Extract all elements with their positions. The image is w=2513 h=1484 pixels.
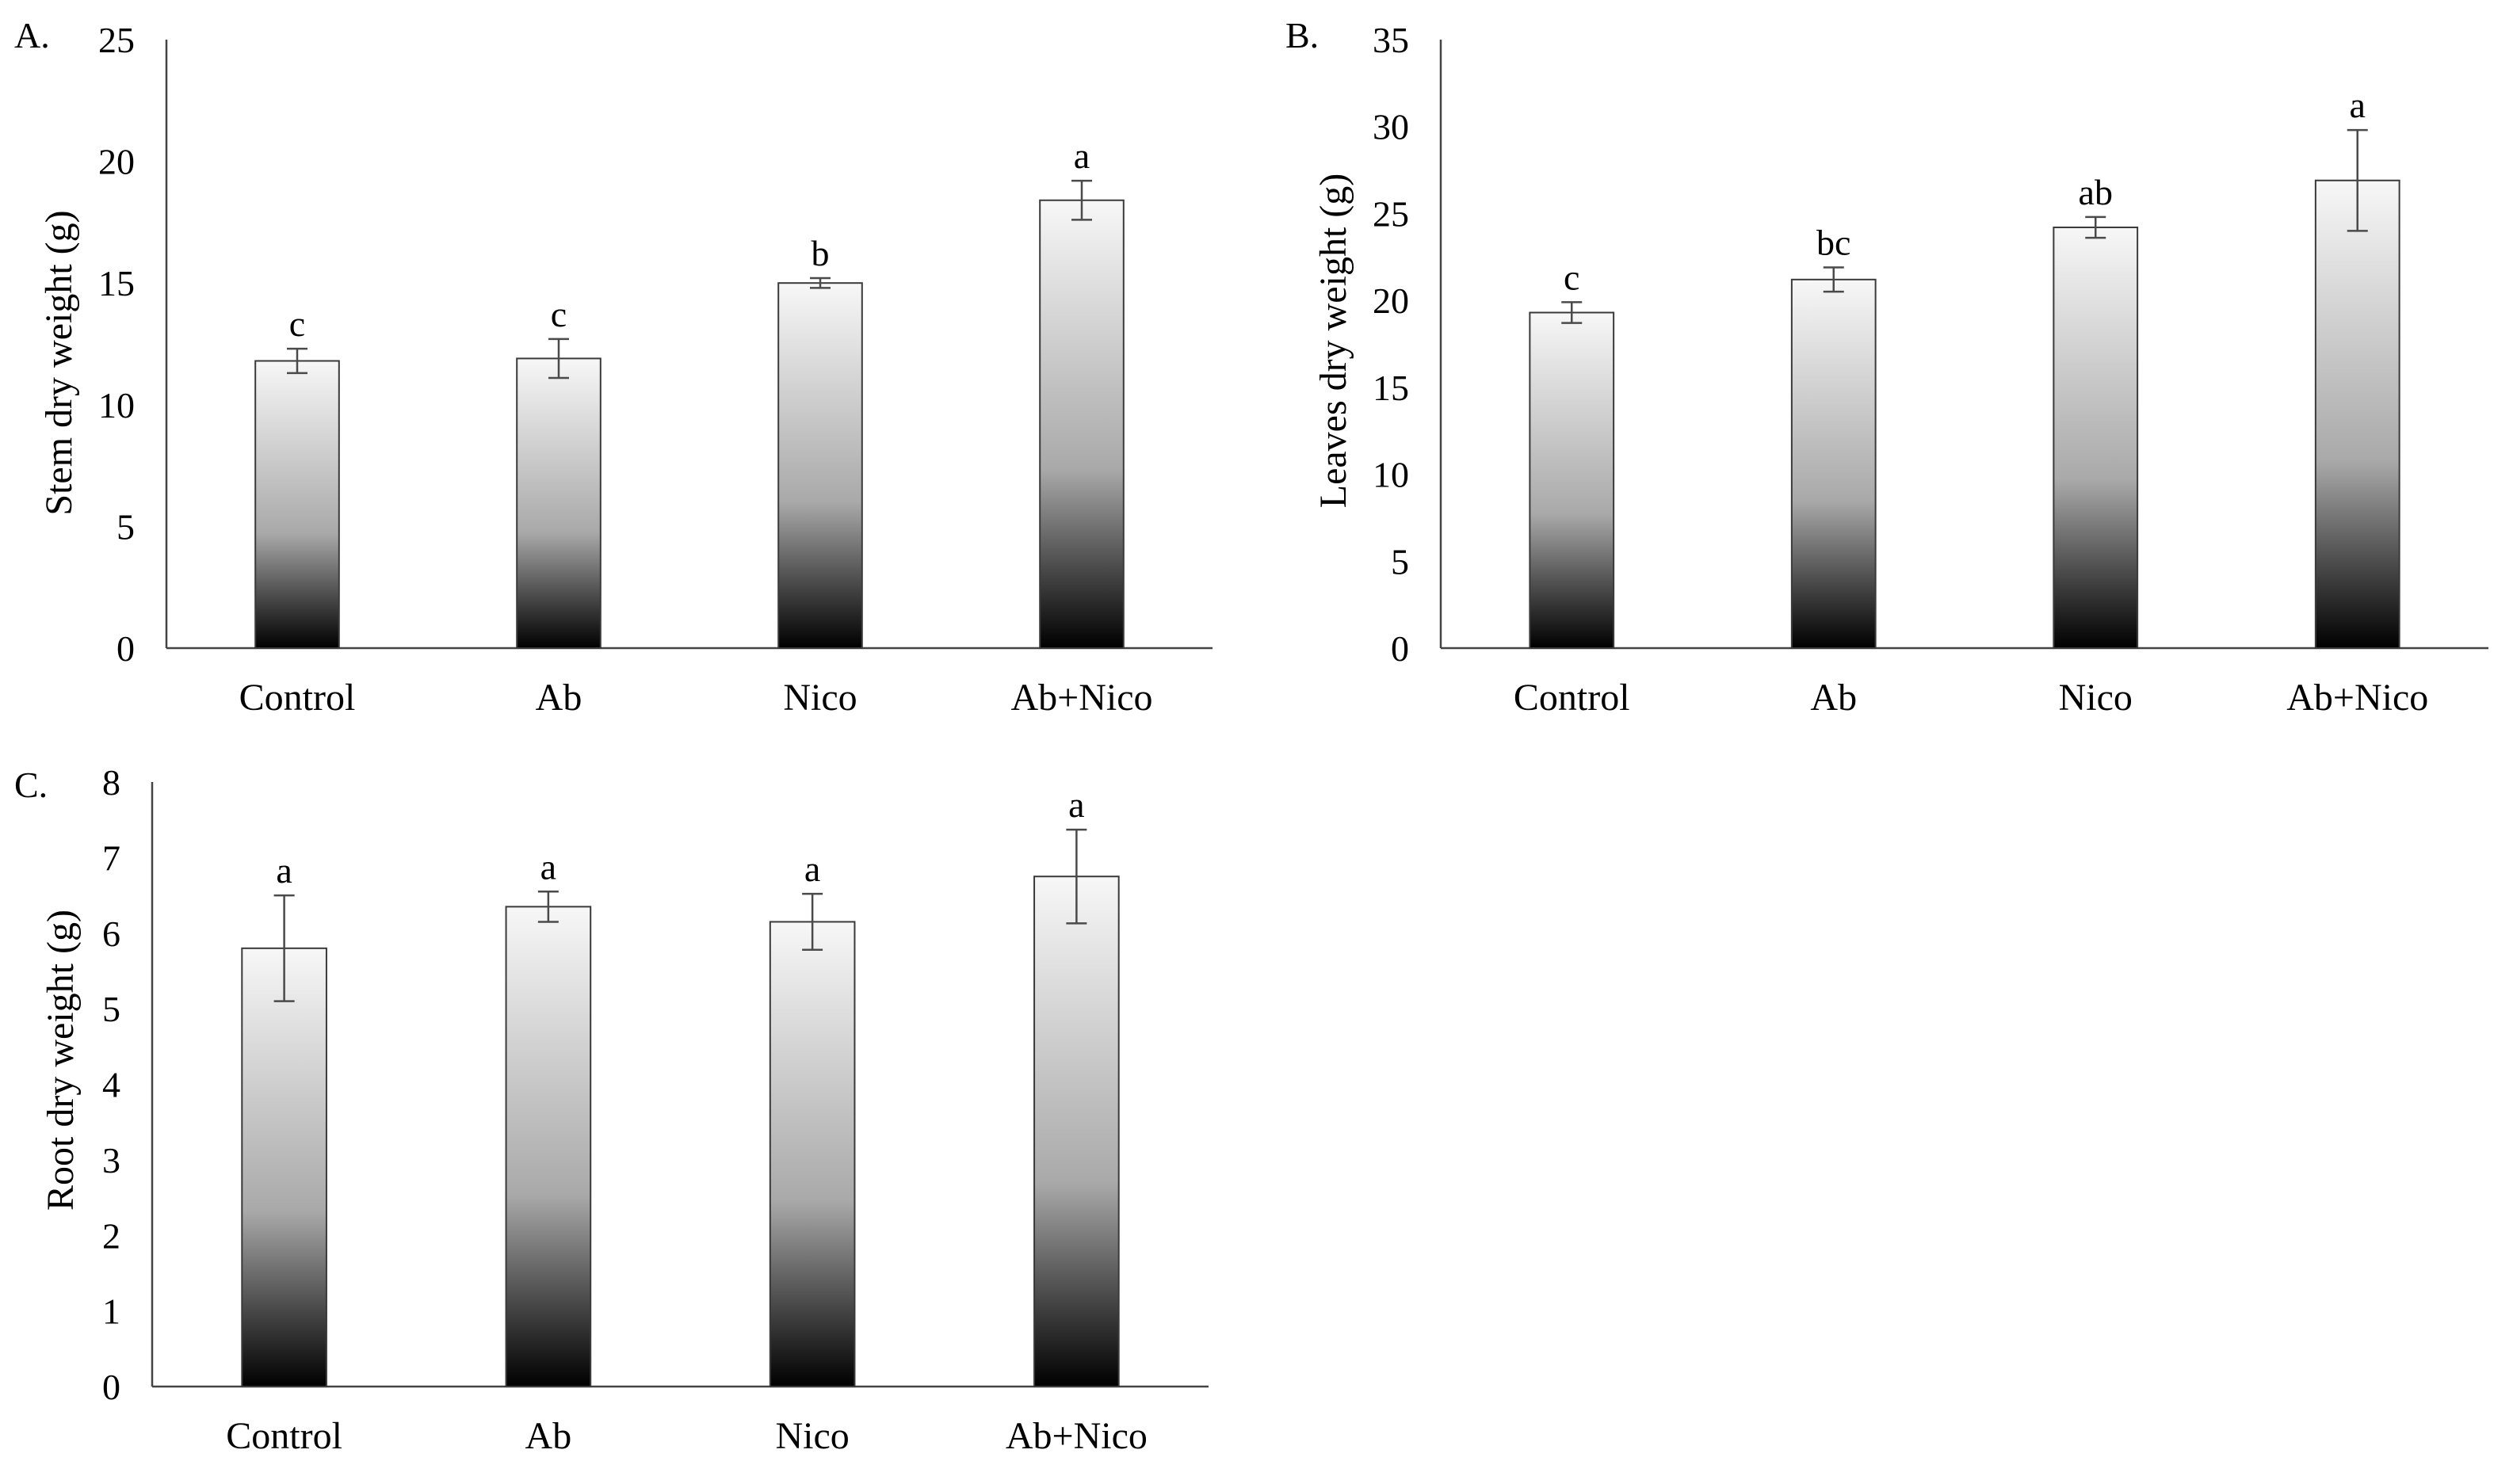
y-tick-label: 6 [102, 914, 120, 954]
chart-panel-b: B. Leaves dry weight (g) 0 5 10 15 20 25 30 35 c… [1285, 15, 2488, 719]
y-axis-title-group: Leaves dry weight (g) [1312, 174, 1354, 509]
y-axis-title: Leaves dry weight (g) [1312, 174, 1354, 509]
significance-letter: a [540, 846, 556, 887]
bar [516, 357, 602, 649]
y-tick-label: 7 [102, 837, 120, 878]
significance-letter: ab [2079, 172, 2113, 212]
bar [241, 947, 327, 1387]
chart-panel-c: C. Root dry weight (g) 0 1 2 3 4 5 6 7 8 a Control… [14, 762, 1209, 1457]
x-category-label: Ab+Nico [2286, 677, 2428, 719]
x-category-label: Ab [536, 677, 582, 719]
y-tick-label: 20 [1373, 280, 1409, 321]
plot-area: 0 1 2 3 4 5 6 7 8 a Control a Ab a Nico a Ab+Nico [102, 762, 1209, 1457]
y-tick-label: 0 [1391, 628, 1409, 669]
y-tick-label: 2 [102, 1215, 120, 1256]
y-tick-label: 1 [102, 1291, 120, 1332]
bar [505, 906, 592, 1387]
bar [769, 921, 856, 1387]
bar [1790, 278, 1877, 649]
y-tick-label: 35 [1373, 20, 1409, 60]
x-category-label: Nico [775, 1415, 849, 1457]
bar [1039, 199, 1125, 649]
x-category-label: Ab+Nico [1006, 1415, 1148, 1457]
y-tick-label: 5 [102, 989, 120, 1029]
bar [254, 360, 340, 649]
significance-letter: c [1564, 257, 1579, 297]
significance-letter: a [1074, 135, 1090, 176]
y-tick-label: 30 [1373, 107, 1409, 147]
bar [1033, 876, 1120, 1387]
bar [1529, 311, 1615, 649]
bar [2053, 226, 2139, 649]
significance-letter: c [551, 294, 567, 334]
significance-letter: c [289, 303, 305, 344]
y-tick-label: 20 [98, 142, 135, 182]
y-tick-label: 15 [1373, 368, 1409, 408]
y-tick-label: 3 [102, 1140, 120, 1181]
significance-letter: a [2350, 85, 2366, 125]
plot-area: 0 5 10 15 20 25 30 35 c Control bc Ab ab Nico a Ab+Nico [1373, 20, 2488, 719]
x-category-label: Control [239, 677, 356, 719]
bar [777, 282, 863, 649]
panel-label: B. [1285, 15, 1319, 55]
y-tick-label: 5 [116, 506, 135, 547]
y-axis-title-group: Stem dry weight (g) [38, 210, 80, 515]
x-category-label: Nico [2059, 677, 2133, 719]
y-tick-label: 8 [102, 762, 120, 803]
y-tick-label: 0 [102, 1367, 120, 1407]
y-axis-title-group: Root dry weight (g) [40, 910, 82, 1211]
x-category-label: Ab+Nico [1010, 677, 1152, 719]
y-tick-label: 5 [1391, 541, 1409, 582]
x-category-label: Ab [1810, 677, 1857, 719]
y-tick-label: 0 [116, 628, 135, 669]
x-category-label: Ab [525, 1415, 572, 1457]
significance-letter: a [804, 849, 820, 889]
y-tick-label: 10 [1373, 455, 1409, 495]
x-category-label: Control [1514, 677, 1630, 719]
plot-area: 0 5 10 15 20 25 c Control c Ab b Nico a Ab+Nico [98, 20, 1213, 719]
significance-letter: a [276, 850, 292, 891]
y-tick-label: 15 [98, 263, 135, 303]
significance-letter: b [812, 233, 830, 273]
y-tick-label: 10 [98, 385, 135, 425]
bar [2314, 179, 2400, 650]
y-axis-title: Root dry weight (g) [40, 910, 82, 1211]
x-category-label: Nico [783, 677, 857, 719]
significance-letter: bc [1816, 222, 1850, 262]
chart-panel-a: A. Stem dry weight (g) 0 5 10 15 20 25 c Contro… [14, 15, 1213, 719]
panel-label: A. [14, 15, 50, 55]
panel-label: C. [14, 765, 48, 805]
x-category-label: Control [226, 1415, 342, 1457]
y-tick-label: 25 [1373, 193, 1409, 234]
y-tick-label: 4 [102, 1065, 120, 1105]
y-axis-title: Stem dry weight (g) [38, 210, 80, 515]
y-tick-label: 25 [98, 20, 135, 60]
significance-letter: a [1068, 784, 1084, 825]
